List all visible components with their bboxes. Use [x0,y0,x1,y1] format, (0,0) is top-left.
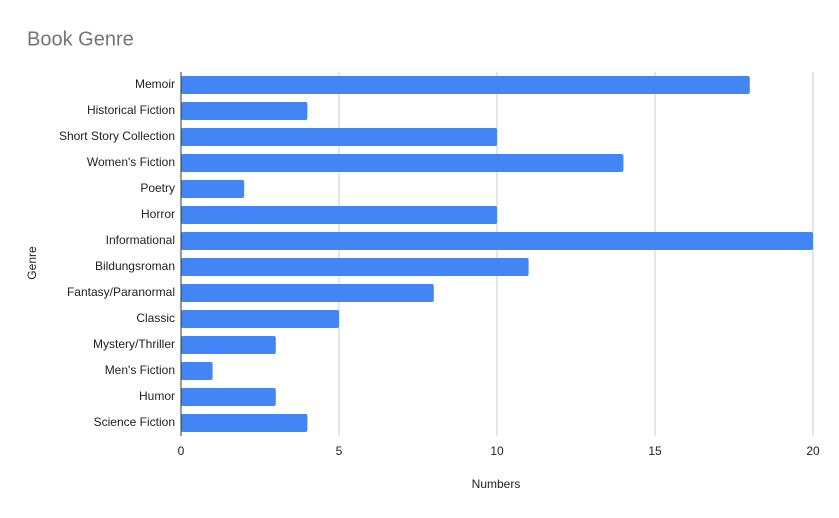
bar [181,258,529,276]
y-tick-label: Fantasy/Paranormal [67,285,175,299]
x-tick-label: 15 [648,444,662,458]
y-axis-label: Genre [25,246,39,280]
y-tick-label: Humor [139,389,175,403]
y-tick-label: Mystery/Thriller [93,337,175,351]
y-tick-label: Bildungsroman [95,259,175,273]
y-tick-label: Memoir [135,77,175,91]
bar [181,232,813,250]
y-tick-label: Short Story Collection [59,129,175,143]
x-tick-label: 0 [178,444,185,458]
bar [181,102,308,120]
bar [181,388,276,406]
x-tick-label: 5 [336,444,343,458]
bar [181,336,276,354]
bar [181,154,624,172]
y-tick-label: Informational [106,233,175,247]
y-tick-label: Women's Fiction [87,155,175,169]
bar [181,362,213,380]
bar [181,284,434,302]
bar [181,76,750,94]
y-tick-label: Science Fiction [94,415,175,429]
y-tick-label: Historical Fiction [87,103,175,117]
y-tick-label: Poetry [140,181,175,195]
bar [181,310,339,328]
bar [181,128,497,146]
chart-title: Book Genre [27,28,134,50]
x-axis-label: Numbers [472,477,521,491]
y-tick-label: Horror [141,207,175,221]
bar [181,206,497,224]
bar [181,180,245,198]
y-tick-label: Classic [136,311,175,325]
x-tick-label: 10 [490,444,504,458]
x-tick-label: 20 [806,444,820,458]
bar [181,414,308,432]
y-tick-label: Men's Fiction [105,363,175,377]
